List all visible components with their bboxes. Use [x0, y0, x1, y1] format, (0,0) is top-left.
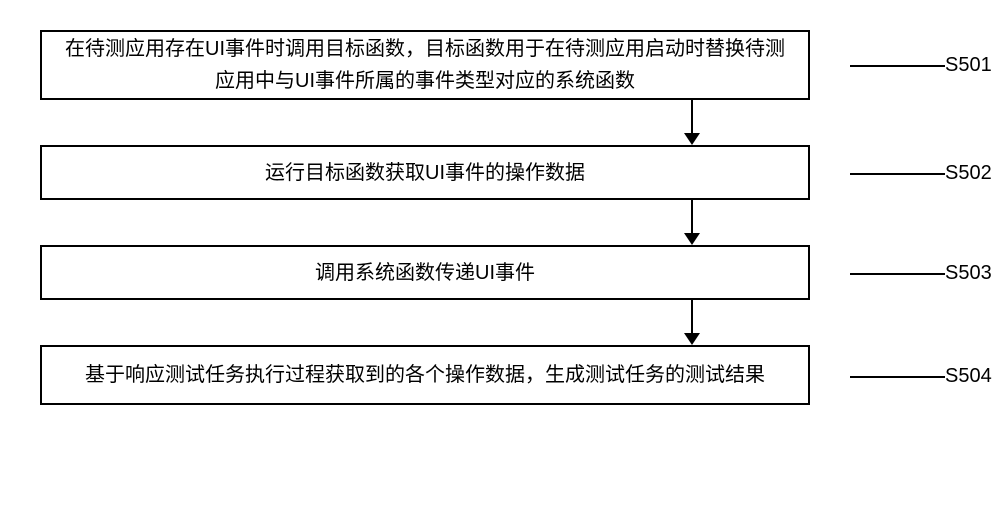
step-box-3: 调用系统函数传递UI事件: [40, 245, 810, 300]
connector-line: [850, 173, 945, 175]
connector-line: [850, 273, 945, 275]
connector-line: [850, 65, 945, 67]
step-label-1: S501: [945, 54, 992, 77]
step-box-4: 基于响应测试任务执行过程获取到的各个操作数据，生成测试任务的测试结果: [40, 345, 810, 405]
arrow-line: [691, 100, 693, 133]
step-row: 在待测应用存在UI事件时调用目标函数，目标函数用于在待测应用启动时替换待测应用中…: [40, 30, 960, 100]
arrow-down: [423, 100, 960, 145]
step-row: 基于响应测试任务执行过程获取到的各个操作数据，生成测试任务的测试结果: [40, 345, 960, 405]
step-row: 运行目标函数获取UI事件的操作数据: [40, 145, 960, 200]
step-label-3: S503: [945, 262, 992, 285]
flowchart-diagram: 在待测应用存在UI事件时调用目标函数，目标函数用于在待测应用启动时替换待测应用中…: [40, 20, 960, 405]
step-box-2: 运行目标函数获取UI事件的操作数据: [40, 145, 810, 200]
step-text: 运行目标函数获取UI事件的操作数据: [265, 157, 585, 189]
arrow-head-icon: [684, 233, 700, 245]
step-text: 基于响应测试任务执行过程获取到的各个操作数据，生成测试任务的测试结果: [85, 359, 765, 391]
step-row: 调用系统函数传递UI事件: [40, 245, 960, 300]
step-text: 调用系统函数传递UI事件: [315, 257, 535, 289]
arrow-down: [423, 300, 960, 345]
step-box-1: 在待测应用存在UI事件时调用目标函数，目标函数用于在待测应用启动时替换待测应用中…: [40, 30, 810, 100]
arrow-head-icon: [684, 333, 700, 345]
step-label-4: S504: [945, 365, 992, 388]
arrow-down: [423, 200, 960, 245]
arrow-line: [691, 200, 693, 233]
step-text: 在待测应用存在UI事件时调用目标函数，目标函数用于在待测应用启动时替换待测应用中…: [62, 33, 788, 97]
connector-line: [850, 376, 945, 378]
arrow-line: [691, 300, 693, 333]
arrow-head-icon: [684, 133, 700, 145]
step-label-2: S502: [945, 162, 992, 185]
